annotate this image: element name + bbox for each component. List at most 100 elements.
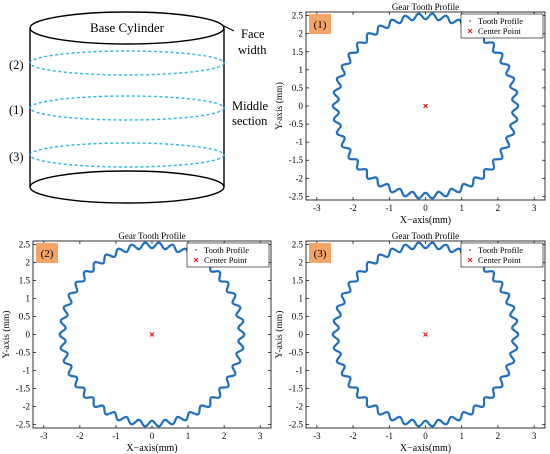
chart-panel-2: Gear Tooth Profile -3 -2 -1 0 1 2 3 -2.5 -2 -1.5 -1… [1, 231, 272, 454]
legend-marker-tooth-profile [469, 20, 471, 22]
center-point-marker [423, 103, 428, 109]
y-tick-label: 1.5 [292, 276, 304, 286]
y-tick-label: -1 [296, 365, 304, 375]
y-tick-label: 0 [299, 330, 304, 340]
x-tick-label: 1 [459, 203, 464, 213]
y-tick-label: 2 [299, 29, 304, 39]
legend-entry-center-point: Center Point [478, 26, 521, 36]
x-tick-label: 1 [186, 431, 191, 441]
x-tick-label: -1 [112, 431, 120, 441]
center-point-stroke [149, 332, 155, 337]
x-tick-label: 2 [496, 431, 501, 441]
slice-label-1: (1) [9, 103, 24, 117]
y-tick-label: -0.5 [16, 347, 31, 357]
y-tick-label: -0.5 [289, 347, 304, 357]
x-tick-label: 3 [258, 431, 263, 441]
legend-entry-center-point: Center Point [478, 255, 521, 265]
x-tick-label: -1 [386, 431, 394, 441]
center-point-marker [149, 332, 155, 337]
panel-label-badge [309, 14, 331, 34]
slice-1 [29, 95, 225, 121]
middle-label-line2: section [232, 114, 268, 128]
y-tick-label: -1.5 [289, 383, 304, 393]
y-tick-label: 0 [26, 330, 31, 340]
face-label-line1: Face [241, 27, 265, 41]
center-point-stroke [423, 103, 428, 109]
x-axis-label: X−axis(mm) [126, 443, 177, 454]
x-tick-label: 2 [222, 431, 227, 441]
x-axis-label: X−axis(mm) [400, 443, 451, 454]
x-tick-label: 0 [423, 431, 428, 441]
y-axis-label: Y-axis (mm) [274, 311, 285, 359]
slice-2 [29, 50, 225, 76]
y-tick-label: 0 [299, 101, 304, 111]
y-tick-label: 1 [299, 294, 304, 304]
y-tick-label: 1.5 [292, 47, 304, 57]
x-tick-label: -3 [313, 203, 321, 213]
legend-marker-tooth-profile [469, 249, 471, 251]
x-tick-label: 2 [496, 203, 501, 213]
slice-label-2: (2) [9, 58, 24, 72]
y-tick-label: 2.5 [292, 240, 304, 250]
panel-label: (1) [314, 19, 327, 31]
x-tick-label: -3 [313, 431, 321, 441]
y-tick-label: 1 [299, 65, 304, 75]
y-tick-label: -1 [296, 137, 304, 147]
x-axis-label: X−axis(mm) [400, 215, 451, 226]
chart-title: Gear Tooth Profile [392, 231, 459, 241]
panel-label: (2) [41, 248, 54, 260]
y-tick-label: -1 [23, 365, 31, 375]
chart-title: Gear Tooth Profile [118, 231, 185, 241]
legend-box [186, 242, 270, 268]
legend-entry-tooth-profile: Tooth Profile [478, 245, 523, 255]
legend-box [460, 13, 544, 39]
legend-marker-center-point [467, 257, 473, 263]
y-tick-label: -2 [296, 401, 304, 411]
y-tick-label: -1.5 [289, 155, 304, 165]
x-tick-label: 1 [459, 431, 464, 441]
y-tick-label: 1 [26, 294, 31, 304]
y-tick-label: 2 [299, 258, 304, 268]
y-tick-label: 2 [26, 258, 31, 268]
x-tick-label: -2 [349, 431, 357, 441]
y-tick-label: -2.5 [289, 419, 304, 429]
center-point-marker [423, 332, 428, 337]
y-axis-label: Y-axis (mm) [274, 82, 285, 130]
legend-marker-center-point [467, 28, 473, 34]
cylinder-bottom [29, 170, 225, 204]
middle-label-line1: Middle [232, 99, 269, 113]
x-tick-label: -2 [349, 203, 357, 213]
panel-label-badge [309, 243, 331, 263]
y-tick-label: -2 [296, 173, 304, 183]
slice-label-3: (3) [9, 150, 24, 164]
y-tick-label: 0.5 [292, 312, 304, 322]
legend-entry-tooth-profile: Tooth Profile [204, 245, 249, 255]
legend-entry-tooth-profile: Tooth Profile [478, 16, 523, 26]
x-tick-label: 0 [150, 431, 155, 441]
y-axis-label: Y-axis (mm) [1, 311, 12, 359]
y-tick-label: 0.5 [19, 312, 31, 322]
cylinder-diagram: Base Cylinder Face width Middle section … [9, 11, 269, 204]
chart-panel-1: Gear Tooth Profile -3 -2 -1 0 1 2 3 -2.5 -2 -1.5 -1… [274, 2, 546, 226]
y-tick-label: 0.5 [292, 83, 304, 93]
y-tick-label: 1.5 [19, 276, 31, 286]
x-tick-label: -3 [40, 431, 48, 441]
y-tick-label: -2 [23, 401, 31, 411]
legend-box [460, 242, 544, 268]
chart-title: Gear Tooth Profile [392, 2, 459, 12]
y-tick-label: -2.5 [289, 191, 304, 201]
center-point-stroke [423, 332, 428, 337]
x-tick-label: -2 [76, 431, 84, 441]
y-tick-label: -0.5 [289, 119, 304, 129]
panel-label-badge [36, 243, 58, 263]
y-tick-label: -1.5 [16, 383, 31, 393]
y-tick-label: -2.5 [16, 419, 31, 429]
slice-3 [29, 142, 225, 168]
panel-label: (3) [314, 248, 327, 260]
face-pointer [221, 24, 235, 32]
